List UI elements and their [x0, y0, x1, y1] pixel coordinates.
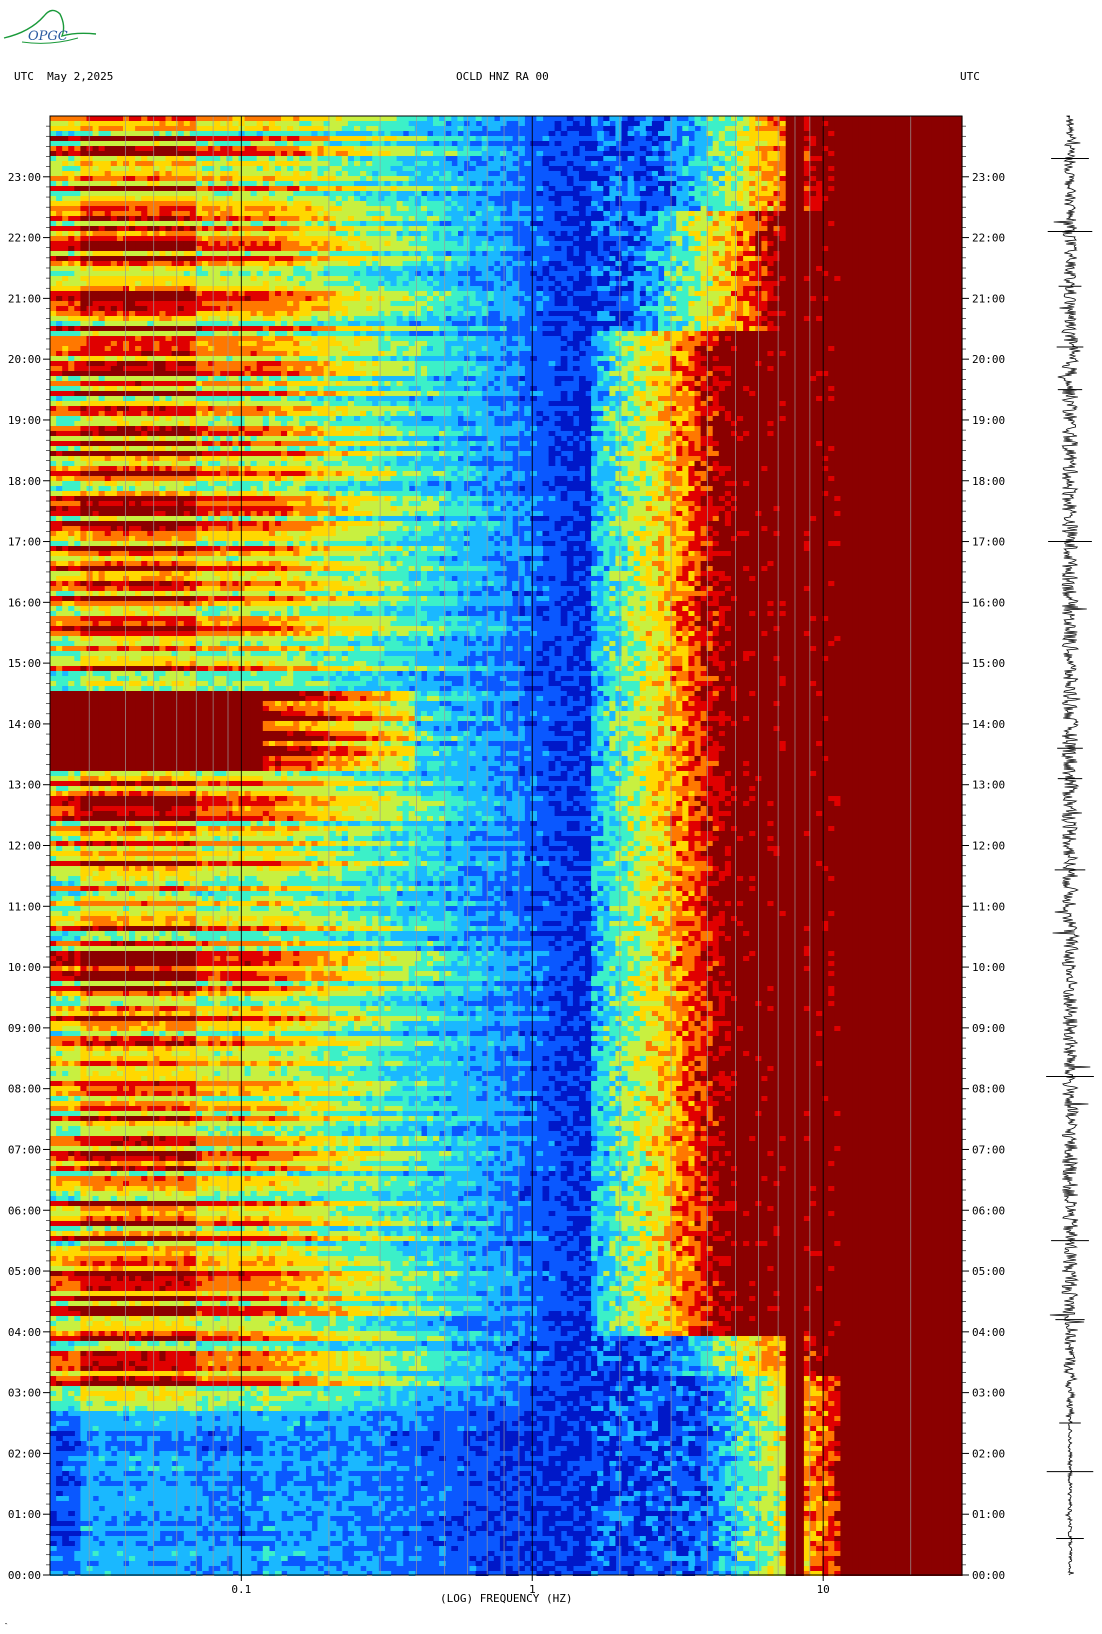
y-axis-right: 00:00 01:00 02:00 03:00 04:00 05:00 06:00 07:00…: [962, 171, 1005, 1582]
y-tick-label-left: 09:00: [8, 1022, 41, 1035]
spectrogram-image: [50, 116, 963, 1576]
x-axis-label: (LOG) FREQUENCY (HZ): [440, 1592, 572, 1605]
y-tick-label-left: 17:00: [8, 536, 41, 549]
y-tick-label-left: 16:00: [8, 596, 41, 609]
y-tick-label-right: 19:00: [972, 414, 1005, 427]
opgc-logo: OPGC: [0, 2, 100, 46]
y-tick-label-left: 03:00: [8, 1387, 41, 1400]
x-tick-label: 10: [817, 1583, 830, 1596]
seismogram-trace: [1049, 115, 1091, 1576]
y-tick-label-right: 08:00: [972, 1083, 1005, 1096]
y-tick-label-left: 10:00: [8, 961, 41, 974]
y-tick-label-left: 07:00: [8, 1143, 41, 1156]
y-tick-label-right: 12:00: [972, 840, 1005, 853]
y-tick-label-left: 22:00: [8, 232, 41, 245]
y-tick-label-left: 18:00: [8, 475, 41, 488]
y-tick-label-left: 05:00: [8, 1265, 41, 1278]
y-tick-label-left: 14:00: [8, 718, 41, 731]
y-tick-label-right: 03:00: [972, 1387, 1005, 1400]
y-tick-label-right: 10:00: [972, 961, 1005, 974]
y-tick-label-left: 21:00: [8, 292, 41, 305]
y-tick-label-right: 05:00: [972, 1265, 1005, 1278]
y-tick-label-right: 22:00: [972, 232, 1005, 245]
y-tick-label-left: 02:00: [8, 1447, 41, 1460]
y-tick-label-right: 09:00: [972, 1022, 1005, 1035]
y-tick-label-left: 11:00: [8, 900, 41, 913]
y-tick-label-left: 06:00: [8, 1204, 41, 1217]
y-tick-label-right: 17:00: [972, 536, 1005, 549]
y-tick-label-right: 01:00: [972, 1508, 1005, 1521]
x-axis: 0.1 1 10: [231, 1575, 830, 1596]
y-tick-label-right: 07:00: [972, 1143, 1005, 1156]
frequency-grid: [88, 116, 912, 1575]
y-tick-label-right: 23:00: [972, 171, 1005, 184]
y-tick-label-left: 20:00: [8, 353, 41, 366]
y-tick-label-right: 04:00: [972, 1326, 1005, 1339]
y-tick-label-left: 13:00: [8, 779, 41, 792]
y-tick-label-left: 08:00: [8, 1083, 41, 1096]
header-utc-right: UTC: [960, 70, 980, 83]
x-tick-label: 1: [529, 1583, 536, 1596]
svg-text:OPGC: OPGC: [28, 29, 68, 44]
y-tick-label-right: 20:00: [972, 353, 1005, 366]
y-tick-label-left: 23:00: [8, 171, 41, 184]
y-tick-label-left: 15:00: [8, 657, 41, 670]
y-tick-label-right: 15:00: [972, 657, 1005, 670]
y-tick-label-left: 00:00: [8, 1569, 41, 1582]
y-tick-label-right: 06:00: [972, 1204, 1005, 1217]
y-tick-label-left: 12:00: [8, 840, 41, 853]
x-tick-label: 0.1: [231, 1583, 251, 1596]
footer-mark: ‶: [4, 1622, 8, 1630]
y-tick-label-right: 14:00: [972, 718, 1005, 731]
y-tick-label-left: 04:00: [8, 1326, 41, 1339]
y-tick-label-right: 11:00: [972, 900, 1005, 913]
header-station: OCLD HNZ RA 00: [456, 70, 549, 83]
y-tick-label-right: 00:00: [972, 1569, 1005, 1582]
y-tick-label-right: 02:00: [972, 1447, 1005, 1460]
y-tick-label-right: 16:00: [972, 596, 1005, 609]
header-date: UTC May 2,2025: [14, 70, 113, 83]
y-tick-label-right: 18:00: [972, 475, 1005, 488]
y-tick-label-left: 19:00: [8, 414, 41, 427]
y-tick-label-right: 21:00: [972, 292, 1005, 305]
y-tick-label-left: 01:00: [8, 1508, 41, 1521]
y-tick-label-right: 13:00: [972, 779, 1005, 792]
y-axis-left: 00:00 01:00 02:00 03:00 04:00 05:00 06:00 07:00…: [8, 171, 50, 1582]
